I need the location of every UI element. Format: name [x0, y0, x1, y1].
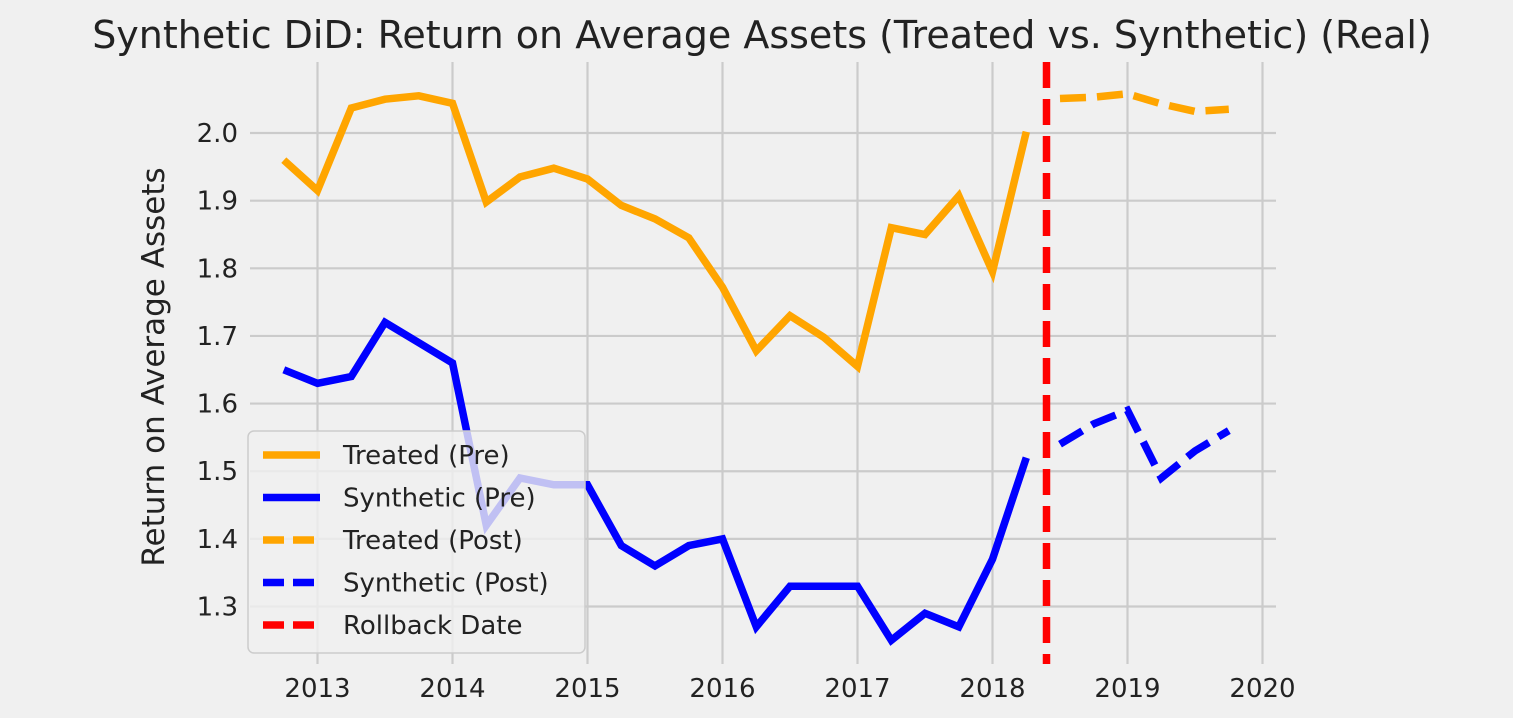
y-tick-label: 2.0 — [197, 119, 238, 149]
series-lines — [281, 62, 1231, 664]
x-tick-label: 2020 — [1229, 674, 1295, 704]
series-line-3 — [1058, 405, 1231, 484]
x-tick-labels: 2013 2014 2015 2016 2017 2018 2019 2020 — [284, 674, 1295, 704]
y-tick-label: 1.5 — [197, 457, 238, 487]
x-tick-label: 2017 — [824, 674, 890, 704]
y-tick-label: 1.9 — [197, 187, 238, 217]
y-tick-label: 1.4 — [197, 525, 238, 555]
legend-label: Treated (Post) — [342, 526, 523, 556]
series-line-1 — [282, 317, 1030, 646]
x-tick-label: 2013 — [284, 674, 350, 704]
legend-label: Treated (Pre) — [342, 441, 510, 471]
legend-label: Rollback Date — [343, 611, 522, 641]
legend-frame — [247, 430, 586, 654]
x-tick-label: 2019 — [1094, 674, 1160, 704]
y-tick-labels: 1.3 1.4 1.5 1.6 1.7 1.8 1.9 2.0 — [197, 119, 238, 622]
series-line-2 — [1059, 89, 1230, 116]
series-line-0 — [281, 92, 1030, 374]
y-tick-label: 1.8 — [197, 254, 238, 284]
legend-label: Synthetic (Post) — [343, 569, 549, 599]
y-tick-label: 1.6 — [197, 390, 238, 420]
x-tick-label: 2015 — [554, 674, 620, 704]
legend-label: Synthetic (Pre) — [343, 484, 536, 514]
y-tick-label: 1.3 — [197, 593, 238, 623]
x-tick-label: 2016 — [689, 674, 755, 704]
y-axis-label: Return on Average Assets — [136, 167, 172, 566]
x-tick-label: 2014 — [419, 674, 485, 704]
y-tick-label: 1.7 — [197, 322, 238, 352]
x-tick-label: 2018 — [959, 674, 1025, 704]
chart-title: Synthetic DiD: Return on Average Assets … — [92, 13, 1432, 57]
legend: Treated (Pre) Synthetic (Pre) Treated (Pos… — [247, 430, 586, 654]
